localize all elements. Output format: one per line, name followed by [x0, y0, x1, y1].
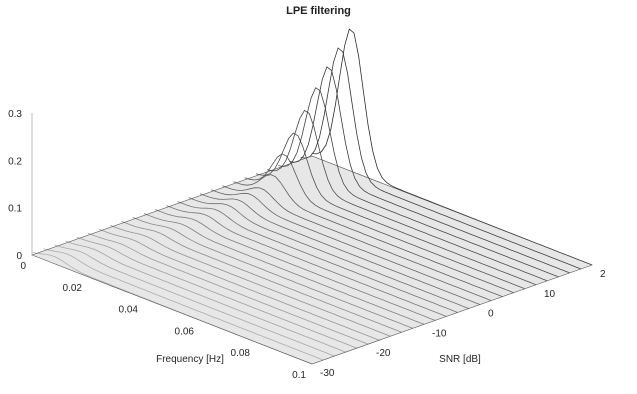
y-tick-label: -30 [320, 368, 335, 379]
y-tick-label: -10 [432, 328, 447, 339]
surface-floor [31, 155, 593, 365]
x-tick-label: 0.1 [292, 370, 306, 381]
surface-profile [188, 197, 469, 309]
surface-profile [121, 221, 402, 333]
surface-profile [155, 209, 436, 321]
surface-profile [222, 185, 503, 297]
surface-profile [132, 217, 413, 329]
y-tick-label: 2 [600, 269, 606, 280]
x-tick-label: 0.02 [63, 283, 83, 294]
x-tick-label: 0 [20, 261, 26, 272]
surface-profile [76, 236, 357, 349]
surface-profile [199, 193, 481, 305]
surface-profile [267, 109, 548, 282]
surface [31, 28, 593, 365]
tick-labels: 00.020.040.060.080.1 -30-20-10010200.10.2… [8, 109, 606, 381]
surface-profile [255, 132, 537, 286]
z-tick-label: 0 [16, 251, 22, 262]
surface-profile [110, 224, 391, 337]
x-tick-label: 0.06 [175, 326, 195, 337]
surface-profile [244, 153, 525, 290]
y-axis-label: SNR [dB] [439, 354, 481, 365]
y-tick-label: 0 [488, 309, 494, 320]
surface-profile [166, 205, 447, 317]
surface-profile [87, 232, 369, 345]
x-tick-label: 0.04 [119, 305, 139, 316]
surface-profile [65, 240, 346, 353]
surface-profile [289, 66, 570, 274]
surface-profile [233, 174, 514, 294]
surface-profile [177, 201, 458, 313]
surface-profile [143, 213, 425, 325]
surface-profile [54, 244, 335, 357]
z-tick-label: 0.1 [8, 204, 22, 215]
surface-profile [300, 47, 581, 270]
surface-profile [43, 248, 324, 361]
z-tick-label: 0.2 [8, 156, 22, 167]
surface-profile [278, 87, 559, 278]
surface-profile [211, 189, 492, 301]
x-axis-label: Frequency [Hz] [156, 354, 224, 365]
x-tick-label: 0.08 [231, 348, 251, 359]
y-tick-label: 10 [544, 289, 556, 300]
y-tick-label: -20 [376, 348, 391, 359]
chart-title: LPE filtering [286, 5, 351, 17]
surface-profile [99, 228, 380, 341]
z-tick-label: 0.3 [8, 109, 22, 120]
